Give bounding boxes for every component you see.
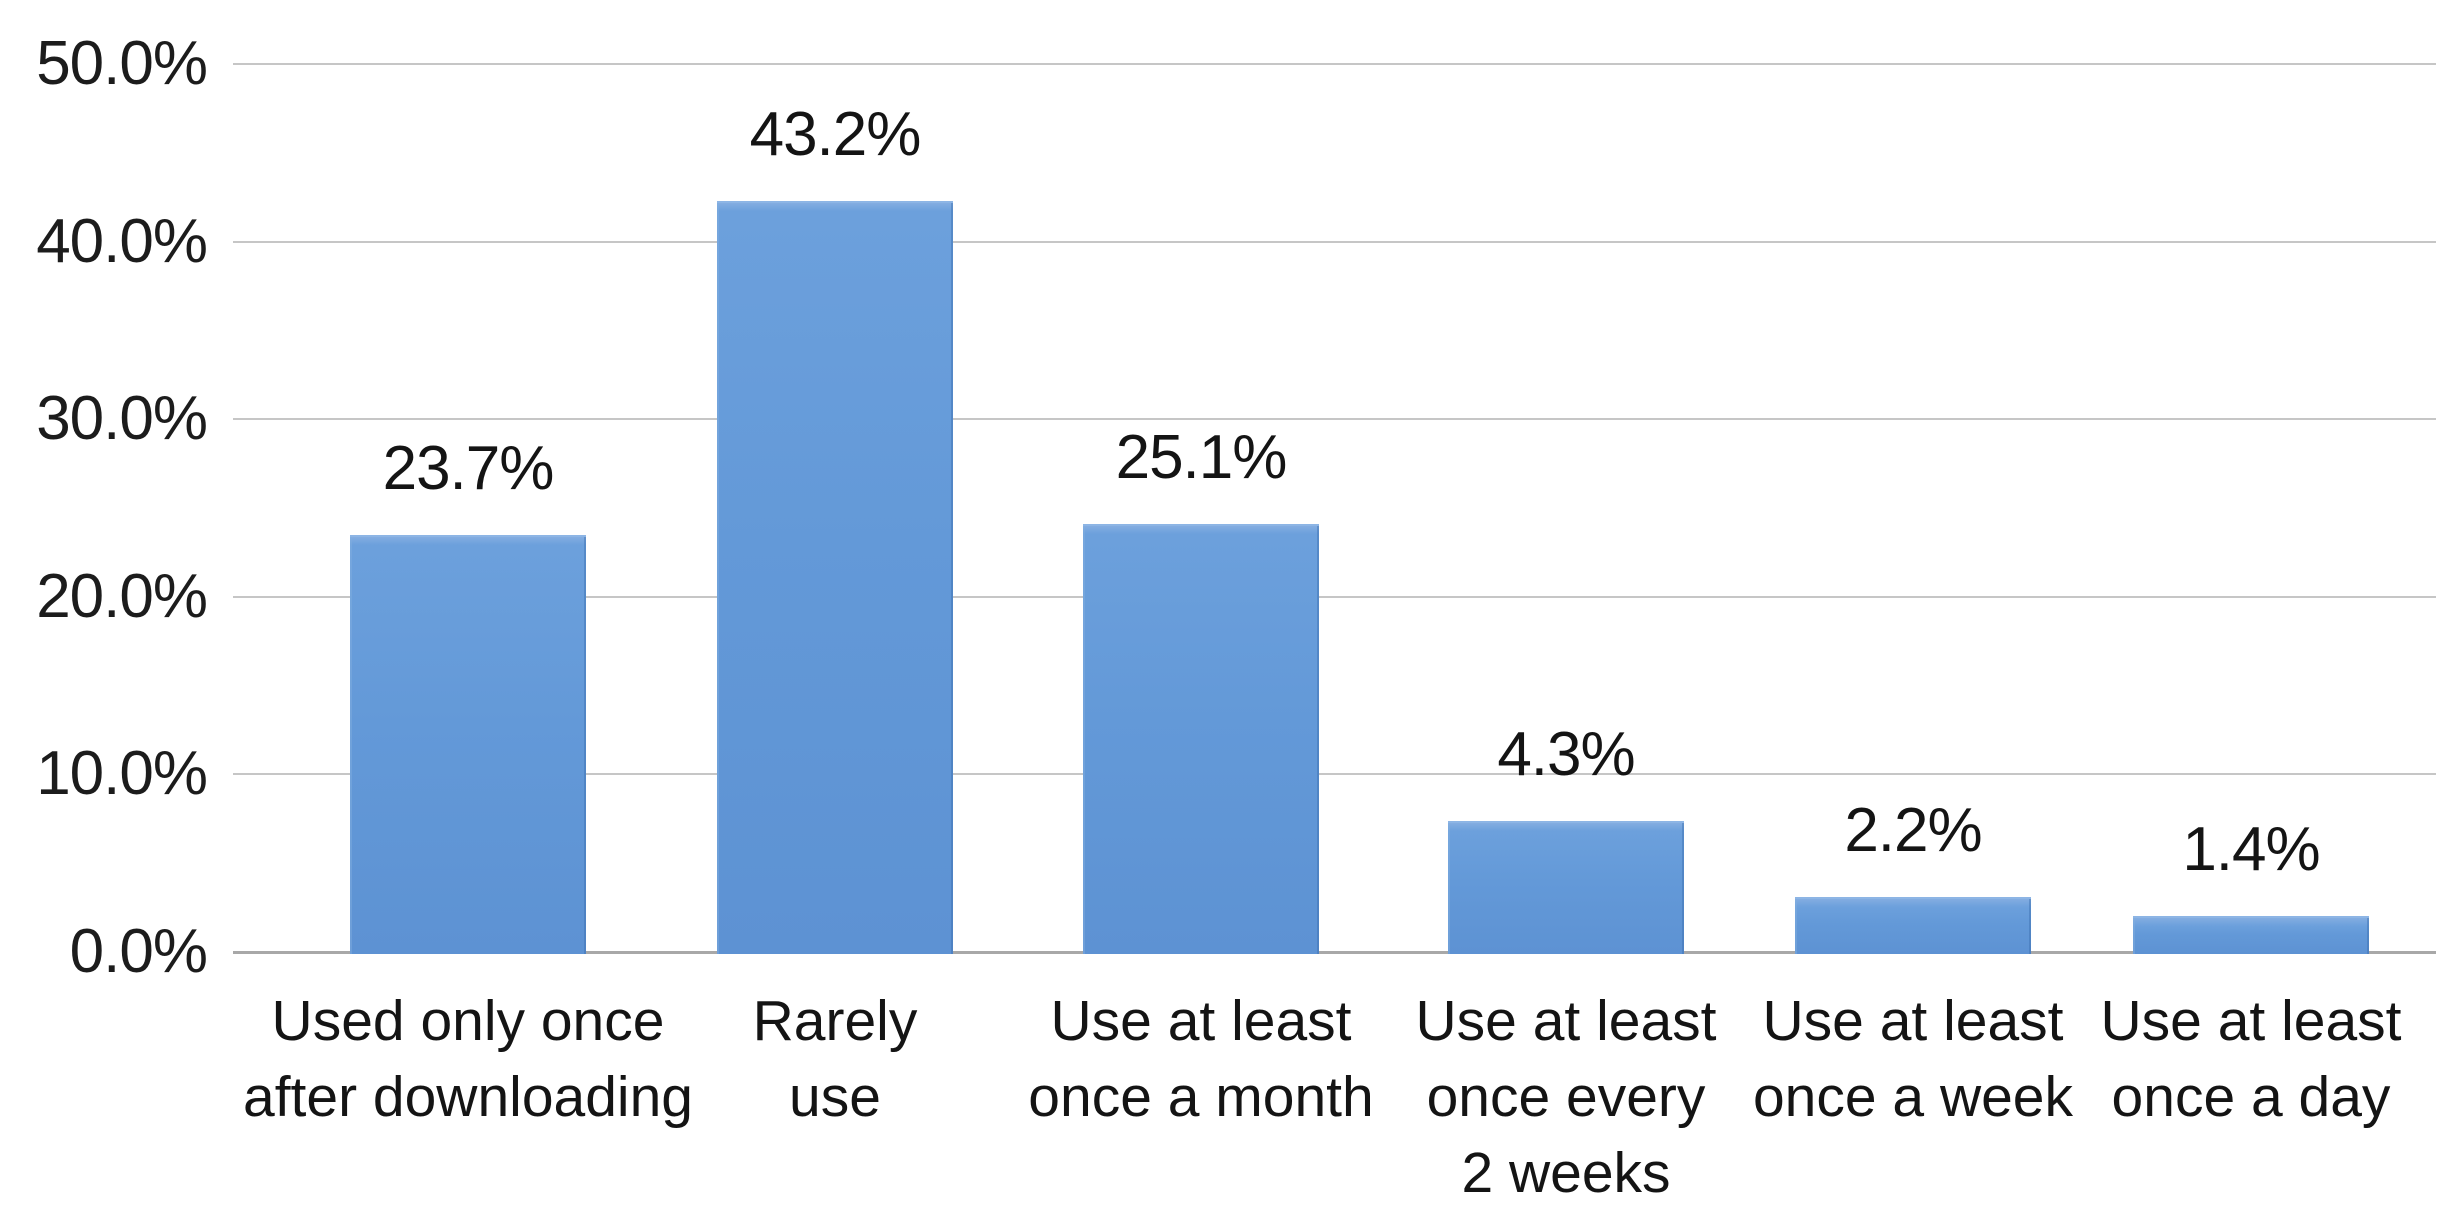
bar <box>350 534 586 954</box>
x-axis-category-label: Use at least once every 2 weeks <box>1415 989 1717 1205</box>
x-axis-category-label: Use at least once a week <box>1752 989 2074 1129</box>
x-axis-category-label: Use at least once a month <box>1028 989 1374 1129</box>
gridline <box>233 418 2436 421</box>
bar <box>717 200 953 954</box>
bar-value-label: 23.7% <box>382 433 555 503</box>
gridline <box>233 595 2436 598</box>
gridline <box>233 240 2436 243</box>
bar <box>1448 820 1684 954</box>
x-axis-category-label: Used only once after downloading <box>243 989 693 1129</box>
gridline <box>233 773 2436 776</box>
bar-value-label: 43.2% <box>749 99 922 169</box>
x-axis-line <box>233 950 2436 954</box>
y-axis-tick-label: 20.0% <box>36 561 208 631</box>
gridline <box>233 63 2436 65</box>
y-axis-tick-label: 50.0% <box>36 29 208 98</box>
y-axis-tick-label: 10.0% <box>36 739 208 809</box>
x-axis-category-label: Use at least once a day <box>2100 989 2402 1129</box>
bar-value-label: 1.4% <box>2182 815 2320 885</box>
bar <box>1083 523 1319 954</box>
bar <box>1795 896 2031 954</box>
bar <box>2133 916 2369 954</box>
y-axis-tick-label: 40.0% <box>36 206 208 276</box>
bar-value-label: 25.1% <box>1115 422 1288 492</box>
bar-value-label: 2.2% <box>1844 795 1982 865</box>
y-axis-tick-label: 30.0% <box>36 384 208 454</box>
x-axis-category-label: Rarely use <box>752 989 918 1129</box>
y-axis-tick-label: 0.0% <box>69 917 208 986</box>
bar-value-label: 4.3% <box>1497 719 1635 789</box>
